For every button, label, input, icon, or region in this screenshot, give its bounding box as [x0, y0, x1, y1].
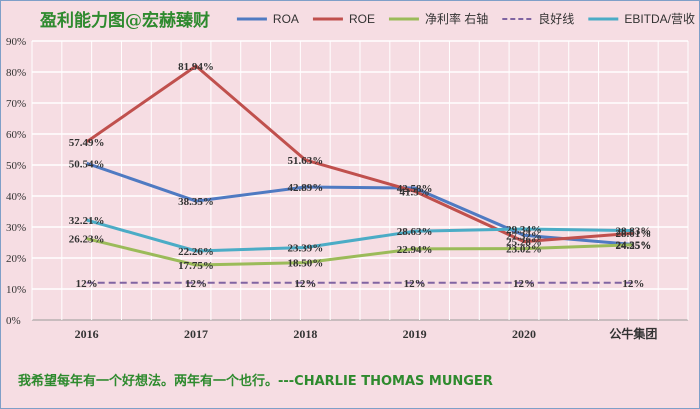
data-label: 12% — [404, 278, 426, 290]
data-label: 24.35% — [615, 240, 651, 252]
y-tick-label: 60% — [6, 129, 26, 141]
series-line-0 — [86, 161, 634, 246]
x-tick-label: 2016 — [75, 327, 99, 341]
x-tick-label: 2019 — [403, 327, 427, 341]
series-line-1 — [85, 64, 634, 244]
data-label: 41.5% — [400, 186, 430, 198]
data-label: 12% — [76, 278, 98, 290]
x-tick-label: 2020 — [512, 327, 536, 341]
x-tick-label: 公牛集团 — [609, 326, 657, 341]
data-label: 17.75% — [178, 260, 214, 272]
data-label: 12% — [513, 278, 535, 290]
legend-label: ROA — [273, 12, 299, 26]
data-label: 23.39% — [287, 242, 323, 254]
data-label: 23.02% — [506, 244, 542, 256]
data-label: 12% — [294, 278, 316, 290]
legend-label: ROE — [349, 12, 375, 26]
data-label: 42.89% — [287, 182, 323, 194]
data-label: 18.50% — [287, 258, 323, 270]
data-label: 22.94% — [397, 244, 433, 256]
axis-labels: 0% 10% 20% 30% 40% 50% 60% 70% 80% 90% 2016 2017 201… — [6, 36, 657, 341]
series-line-2 — [86, 237, 634, 267]
y-tick-label: 20% — [6, 253, 26, 265]
x-tick-label: 2017 — [184, 327, 208, 341]
y-tick-label: 30% — [6, 222, 26, 234]
y-tick-label: 90% — [6, 36, 26, 48]
legend-label: 良好线 — [538, 11, 574, 26]
y-tick-label: 80% — [6, 67, 26, 79]
grid — [31, 40, 689, 321]
data-label: 42.58% — [397, 183, 433, 195]
data-labels: 50.54% 38.35% 42.89% 42.58% 27.32% 24.35% 57.4… — [69, 61, 651, 290]
data-label: 22.26% — [178, 246, 214, 258]
data-label: 25.28% — [506, 237, 542, 249]
data-label: 12% — [622, 278, 644, 290]
x-tick-label: 2018 — [293, 327, 317, 341]
data-label: 28.01% — [615, 228, 651, 240]
data-label: 57.49% — [69, 137, 105, 149]
y-tick-label: 10% — [6, 284, 26, 296]
data-label: 50.54% — [69, 158, 105, 170]
data-label: 29.34% — [506, 224, 542, 236]
y-tick-label: 50% — [6, 160, 26, 172]
data-label: 51.63% — [287, 155, 323, 167]
data-label: 28.63% — [397, 226, 433, 238]
data-label: 81.94% — [178, 61, 214, 73]
data-label: 38.35% — [178, 196, 214, 208]
data-label: 24.25% — [615, 240, 651, 252]
data-label: 26.23% — [69, 234, 105, 246]
y-tick-label: 40% — [6, 191, 26, 203]
chart-title: 盈利能力图@宏赫臻财 — [39, 10, 210, 31]
data-label: 28.83% — [615, 226, 651, 238]
data-label: 32.21% — [69, 215, 105, 227]
y-tick-label: 0% — [6, 315, 21, 327]
data-label: 12% — [185, 278, 207, 290]
footer-quote: 我希望每年有一个好想法。两年有一个也行。---CHARLIE THOMAS MU… — [18, 373, 493, 389]
data-label: 27.32% — [506, 230, 542, 242]
legend-label: 净利率 右轴 — [425, 11, 488, 26]
legend-label: EBITDA/营收 — [624, 12, 695, 26]
series-lines — [85, 64, 634, 284]
y-tick-label: 70% — [6, 98, 26, 110]
legend: ROA ROE 净利率 右轴 良好线 EBITDA/营收 — [236, 11, 695, 26]
series-line-4 — [86, 218, 634, 253]
